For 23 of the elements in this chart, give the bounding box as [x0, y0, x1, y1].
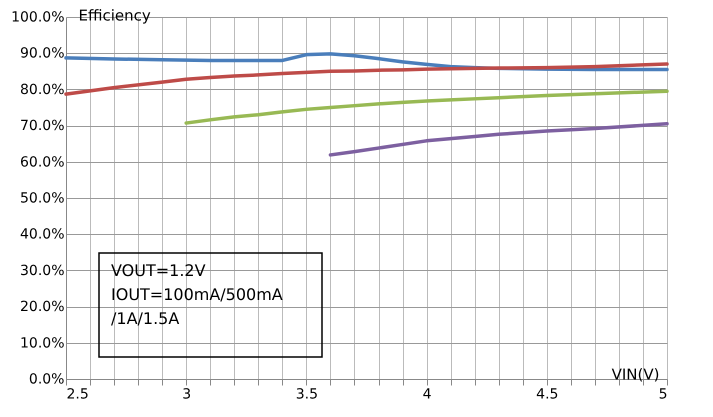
line-series [328, 122, 669, 157]
x-tick-label: 4 [422, 386, 432, 402]
y-tick-label: 20.0% [20, 299, 64, 316]
y-axis-title: Efficiency [78, 6, 151, 24]
y-tick-label: 100.0% [11, 10, 64, 26]
line-series [64, 62, 669, 96]
y-tick-label: 60.0% [20, 154, 64, 170]
x-tick-label: 3 [182, 386, 192, 402]
y-tick-label: 50.0% [20, 190, 64, 206]
x-axis-title: VIN(V) [612, 366, 660, 384]
y-tick-label: 90.0% [20, 46, 64, 62]
y-tick-label: 10.0% [20, 335, 64, 352]
y-tick-label: 40.0% [20, 226, 64, 243]
y-tick-label: 30.0% [20, 262, 64, 279]
x-tick-label: 2.5 [66, 386, 89, 402]
line-series [184, 89, 669, 125]
annotation: VOUT=1.2V IOUT=100mA/500mA /1A/1.5A [111, 261, 283, 328]
x-tick-label: 4.5 [536, 386, 558, 402]
x-tick-label: 3.5 [296, 386, 318, 402]
y-tick-label: 0.0% [28, 372, 64, 388]
y-tick-label: 70.0% [20, 118, 64, 134]
y-tick-label: 80.0% [20, 82, 64, 98]
x-tick-label: 5 [658, 386, 668, 402]
